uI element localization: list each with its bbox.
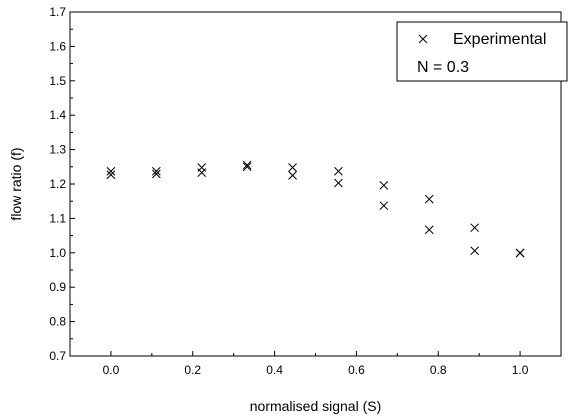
data-point <box>151 166 161 176</box>
axis-ticks: 0.7 0.8 0.9 1.0 1.1 1.2 1.3 1.4 1.5 1.6 1.7 0.0 0.2 0… <box>49 5 562 377</box>
data-point <box>151 169 161 179</box>
y-tick-label: 1.5 <box>49 74 66 88</box>
data-point <box>334 178 343 188</box>
data-point <box>288 171 297 180</box>
x-tick-label: 0.8 <box>430 363 447 377</box>
data-point <box>470 246 480 256</box>
y-tick-label: 1.4 <box>49 108 66 122</box>
data-point <box>424 225 434 235</box>
data-point <box>106 166 116 176</box>
legend: Experimental N = 0.3 <box>396 21 568 82</box>
legend-marker-x-icon <box>418 34 428 44</box>
data-point <box>334 166 343 176</box>
data-point <box>515 248 525 258</box>
y-tick-label: 1.2 <box>49 177 66 191</box>
y-tick-label: 0.9 <box>49 280 66 294</box>
x-axis-label: normalised signal (S) <box>250 398 382 414</box>
data-point <box>106 170 116 180</box>
data-point <box>379 181 389 190</box>
x-tick-label: 1.0 <box>512 363 529 377</box>
y-tick-label: 1.1 <box>49 211 66 225</box>
data-point <box>242 162 252 172</box>
y-tick-label: 0.7 <box>49 349 66 363</box>
x-tick-label: 0.6 <box>348 363 365 377</box>
y-axis-label: flow ratio (f) <box>8 147 24 220</box>
legend-annotation: N = 0.3 <box>417 59 469 76</box>
y-tick-label: 1.0 <box>49 246 66 260</box>
legend-box <box>396 21 568 82</box>
y-tick-label: 1.6 <box>49 39 66 53</box>
y-tick-label: 0.8 <box>49 315 66 329</box>
data-point <box>470 223 480 233</box>
legend-entry: Experimental <box>453 31 546 48</box>
x-tick-label: 0.2 <box>184 363 201 377</box>
y-tick-label: 1.7 <box>49 5 66 19</box>
x-tick-label: 0.4 <box>266 363 283 377</box>
data-point <box>242 160 252 170</box>
data-point <box>424 194 434 204</box>
data-points <box>106 160 525 258</box>
y-tick-label: 1.3 <box>49 143 66 157</box>
data-point <box>379 201 389 211</box>
data-point <box>197 168 207 178</box>
data-point <box>288 163 297 172</box>
x-tick-label: 0.0 <box>103 363 120 377</box>
